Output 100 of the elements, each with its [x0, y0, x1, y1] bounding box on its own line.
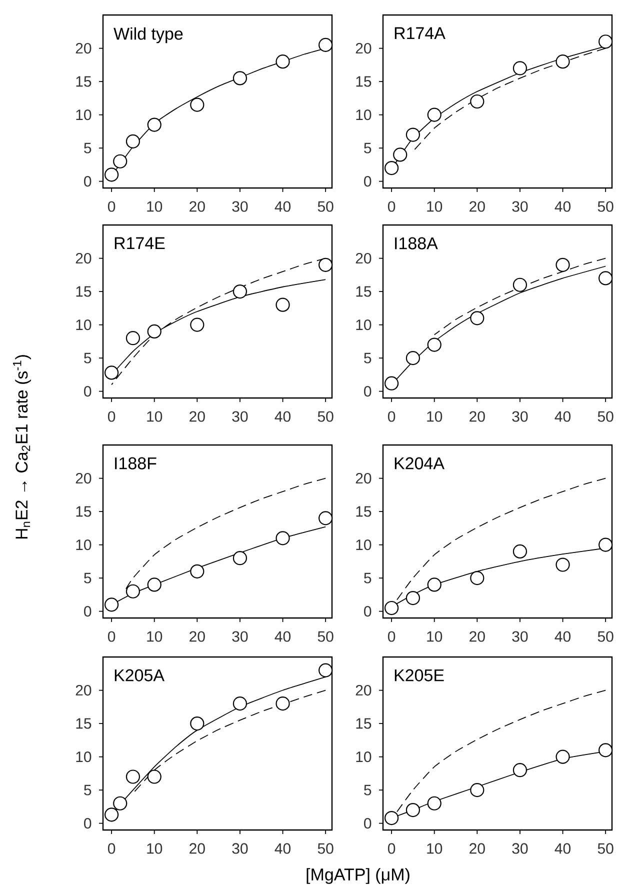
point: [147, 324, 162, 339]
y-tick-label: 5: [84, 784, 92, 796]
y-axis-title: H$_{n}$E2 → Ca$_{2}$E1 rate (s$^{-1}$): [13, 355, 31, 539]
text: Wild type: [114, 27, 183, 44]
point: [512, 763, 528, 778]
x-tick-label: 10: [427, 631, 442, 642]
point: [406, 590, 420, 606]
x-tick-label: 20: [470, 411, 485, 422]
y-tick-label: 20: [76, 472, 92, 484]
point: [470, 311, 484, 326]
y-tick-label: 10: [76, 319, 92, 330]
point: [126, 584, 140, 598]
y-tick-label: 20: [76, 252, 92, 264]
text: K205A: [114, 669, 165, 682]
x-axis-title: [MgATP] (μM): [306, 868, 410, 884]
y-tick-label: 5: [364, 784, 372, 796]
x-tick-label: 20: [470, 631, 485, 642]
text: K205E: [394, 669, 444, 682]
x-tick-label: 20: [190, 411, 205, 422]
y-tick-label: 5: [364, 572, 372, 584]
y-tick-label: 5: [84, 352, 92, 364]
x-tick-label: 40: [554, 201, 571, 212]
point: [512, 544, 528, 559]
text: R174A: [394, 27, 446, 40]
point: [393, 148, 408, 162]
x-tick-label: 20: [470, 843, 485, 854]
y-tick-label: 5: [84, 572, 92, 584]
y-tick-label: 5: [84, 142, 92, 154]
x-tick-label: 40: [274, 411, 291, 422]
x-tick-label: 0: [388, 843, 396, 854]
point: [104, 366, 119, 380]
point: [104, 168, 119, 182]
y-tick-label: 15: [356, 506, 372, 517]
point: [276, 298, 290, 312]
point: [512, 61, 528, 76]
x-tick-label: 30: [512, 631, 528, 642]
point: [276, 696, 290, 711]
x-tick-label: 0: [108, 201, 116, 212]
x-tick-label: 40: [274, 843, 291, 854]
x-tick-label: 30: [512, 843, 528, 854]
point: [190, 564, 204, 578]
point: [384, 160, 399, 176]
point: [406, 802, 420, 818]
y-tick-label: 15: [356, 286, 372, 297]
y-tick-label: 5: [364, 142, 372, 154]
y-tick-label: 5: [364, 352, 372, 364]
y-tick-label: 15: [356, 76, 372, 87]
x-tick-label: 10: [147, 411, 162, 422]
y-tick-label: 20: [76, 684, 92, 696]
x-tick-label: 30: [512, 201, 528, 212]
point: [126, 134, 140, 148]
x-tick-label: 0: [388, 201, 396, 212]
point: [113, 796, 128, 810]
point: [556, 54, 570, 69]
y-tick-label: 10: [76, 751, 92, 762]
x-tick-label: 40: [554, 411, 571, 422]
point: [190, 318, 204, 332]
y-tick-label: 0: [364, 176, 372, 187]
point: [276, 531, 290, 546]
point: [126, 770, 140, 784]
y-tick-label: 20: [356, 684, 372, 696]
x-tick-label: 0: [108, 411, 116, 422]
point: [470, 783, 484, 798]
x-tick-label: 10: [147, 843, 162, 854]
y-tick-label: 15: [76, 506, 92, 517]
y-tick-label: 15: [76, 718, 92, 729]
y-tick-label: 20: [356, 472, 372, 484]
x-tick-label: 30: [512, 411, 528, 422]
x-tick-label: 10: [147, 201, 162, 212]
x-tick-label: 0: [388, 631, 396, 642]
y-tick-label: 0: [364, 386, 372, 397]
point: [427, 108, 442, 122]
y-tick-label: 0: [364, 606, 372, 617]
point: [190, 98, 204, 112]
y-tick-label: 0: [84, 176, 92, 187]
point: [318, 663, 333, 678]
point: [470, 94, 484, 109]
point: [126, 331, 140, 346]
x-tick-label: 50: [598, 201, 614, 212]
point: [147, 118, 162, 132]
point: [470, 571, 484, 586]
y-tick-label: 10: [356, 751, 372, 762]
point: [384, 376, 399, 390]
point: [556, 558, 570, 572]
x-tick-label: 0: [108, 843, 116, 854]
x-tick-label: 40: [554, 843, 571, 854]
point: [104, 808, 119, 822]
y-tick-label: 10: [356, 319, 372, 330]
y-tick-label: 15: [356, 718, 372, 729]
point: [232, 71, 248, 86]
point: [318, 258, 333, 272]
x-tick-label: 40: [274, 631, 291, 642]
x-tick-label: 50: [318, 411, 334, 422]
y-tick-label: 15: [76, 286, 92, 297]
y-tick-label: 0: [364, 818, 372, 829]
point: [384, 810, 399, 826]
x-tick-label: 20: [190, 843, 205, 854]
point: [556, 750, 570, 764]
point: [232, 551, 248, 566]
x-tick-label: 40: [554, 631, 571, 642]
